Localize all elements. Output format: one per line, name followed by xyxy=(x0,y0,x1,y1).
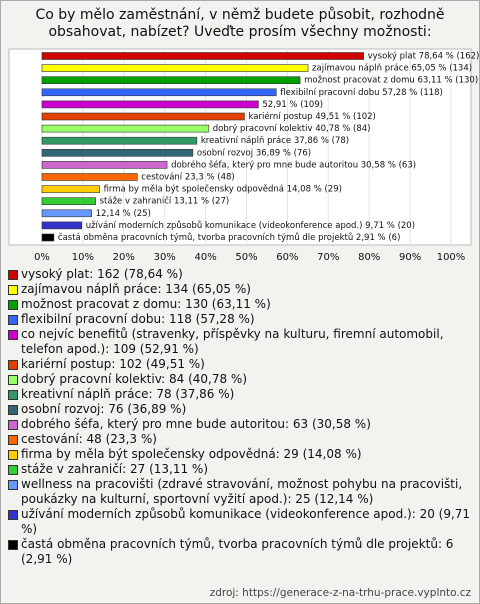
legend-item: zajímavou náplň práce: 134 (65,05 %) xyxy=(7,282,473,297)
legend-label: firma by měla být společensky odpovědná:… xyxy=(21,447,362,461)
bar xyxy=(41,124,210,133)
value-label: dobrého šéfa, který pro mne bude autorit… xyxy=(171,159,416,170)
value-label: flexibilní pracovní dobu 57,28 % (118) xyxy=(280,88,443,98)
x-tick-label: 60% xyxy=(276,252,298,263)
bar xyxy=(41,112,245,121)
legend-swatch xyxy=(8,285,18,295)
value-label: 52,91 % (109) xyxy=(262,100,323,110)
plot: 0% 10% 20% 30% 40% 50% 60% 70% 80% 90% 100% vysoký … xyxy=(8,48,479,263)
value-label: cestování 23,3 % (48) xyxy=(141,173,234,183)
legend-swatch xyxy=(8,465,18,475)
x-tick-label: 50% xyxy=(235,252,257,263)
x-tick-label: 0% xyxy=(34,252,50,263)
legend-item: dobrého šéfa, který pro mne bude autorit… xyxy=(7,417,473,432)
legend-item: flexibilní pracovní dobu: 118 (57,28 %) xyxy=(7,312,473,327)
legend-swatch xyxy=(8,375,18,385)
legend-item: častá obměna pracovních týmů, tvorba pra… xyxy=(7,537,473,567)
legend-swatch xyxy=(8,405,18,415)
bar xyxy=(41,197,96,205)
bar xyxy=(41,149,194,157)
legend-label: co nejvíc benefitů (stravenky, příspěvky… xyxy=(21,327,444,356)
legend-swatch xyxy=(8,480,18,490)
value-label: osobní rozvoj 36,89 % (76) xyxy=(197,148,311,158)
bar xyxy=(41,88,277,97)
legend-label: zajímavou náplň práce: 134 (65,05 %) xyxy=(21,282,251,296)
legend-swatch xyxy=(8,270,18,280)
x-tick-label: 70% xyxy=(317,252,339,263)
legend-label: flexibilní pracovní dobu: 118 (57,28 %) xyxy=(21,312,255,326)
value-label: 12,14 % (25) xyxy=(96,209,151,219)
legend-item: dobrý pracovní kolektiv: 84 (40,78 %) xyxy=(7,372,473,387)
legend-label: kariérní postup: 102 (49,51 %) xyxy=(21,357,205,371)
value-label: kariérní postup 49,51 % (102) xyxy=(248,111,375,122)
value-label: možnost pracovat z domu 63,11 % (130) xyxy=(304,76,478,86)
legend-label: kreativní náplň práce: 78 (37,86 %) xyxy=(21,387,235,401)
legend-label: častá obměna pracovních týmů, tvorba pra… xyxy=(21,537,454,566)
legend-item: cestování: 48 (23,3 %) xyxy=(7,432,473,447)
value-label: firma by měla být společensky odpovědná … xyxy=(104,184,342,195)
legend-label: osobní rozvoj: 76 (36,89 %) xyxy=(21,402,187,416)
bar xyxy=(41,100,259,109)
legend-swatch xyxy=(8,390,18,400)
legend-swatch xyxy=(8,450,18,460)
x-tick-label: 10% xyxy=(72,252,94,263)
bar xyxy=(41,76,301,84)
legend-label: možnost pracovat z domu: 130 (63,11 %) xyxy=(21,297,271,311)
legend-label: dobrého šéfa, který pro mne bude autorit… xyxy=(21,417,371,431)
legend-swatch xyxy=(8,330,18,340)
legend-item: užívání moderních způsobů komunikace (vi… xyxy=(7,507,473,537)
bar xyxy=(41,221,83,230)
legend-item: firma by měla být společensky odpovědná:… xyxy=(7,447,473,462)
legend-label: wellness na pracovišti (zdravé stravován… xyxy=(21,477,463,506)
source: zdroj: https://generace-z-na-trhu-prace.… xyxy=(209,587,471,599)
value-label: dobrý pracovní kolektiv 40,78 % (84) xyxy=(213,124,371,134)
legend-item: wellness na pracovišti (zdravé stravován… xyxy=(7,477,473,507)
x-tick-label: 90% xyxy=(399,252,421,263)
legend-item: možnost pracovat z domu: 130 (63,11 %) xyxy=(7,297,473,312)
bar xyxy=(41,209,92,218)
legend-label: dobrý pracovní kolektiv: 84 (40,78 %) xyxy=(21,372,248,386)
legend-swatch xyxy=(8,300,18,310)
legend-label: vysoký plat: 162 (78,64 %) xyxy=(21,267,183,281)
value-label: zajímavou náplň práce 65,05 % (134) xyxy=(312,63,472,74)
legend-item: kariérní postup: 102 (49,51 %) xyxy=(7,357,473,372)
legend-swatch xyxy=(8,540,18,550)
legend-item: osobní rozvoj: 76 (36,89 %) xyxy=(7,402,473,417)
legend-label: stáže v zahraničí: 27 (13,11 %) xyxy=(21,462,209,476)
x-tick-label: 20% xyxy=(113,252,135,263)
legend-swatch xyxy=(8,315,18,325)
value-label: častá obměna pracovních týmů, tvorba pra… xyxy=(58,232,401,243)
bar xyxy=(41,136,198,145)
value-label: stáže v zahraničí 13,11 % (27) xyxy=(100,196,230,207)
bar xyxy=(41,185,100,193)
value-label: vysoký plat 78,64 % (162) xyxy=(368,52,479,62)
x-tick-label: 30% xyxy=(154,252,176,263)
legend-swatch xyxy=(8,435,18,445)
legend-item: kreativní náplň práce: 78 (37,86 %) xyxy=(7,387,473,402)
legend-item: vysoký plat: 162 (78,64 %) xyxy=(7,267,473,282)
legend-swatch xyxy=(8,360,18,370)
bar xyxy=(41,64,309,72)
x-tick-label: 100% xyxy=(437,252,466,263)
legend-label: cestování: 48 (23,3 %) xyxy=(21,432,157,446)
legend-item: stáže v zahraničí: 27 (13,11 %) xyxy=(7,462,473,477)
bar xyxy=(41,52,364,60)
legend-label: užívání moderních způsobů komunikace (vi… xyxy=(21,507,471,536)
legend-swatch xyxy=(8,510,18,520)
legend-swatch xyxy=(8,420,18,430)
value-label: užívání moderních způsobů komunikace (vi… xyxy=(86,220,415,231)
bar xyxy=(41,161,168,169)
value-label: kreativní náplň práce 37,86 % (78) xyxy=(201,135,349,146)
x-tick-label: 80% xyxy=(358,252,380,263)
bar xyxy=(41,173,138,181)
legend: vysoký plat: 162 (78,64 %) zajímavou nápl… xyxy=(7,267,473,567)
chart-title: Co by mělo zaměstnání, v němž budete půs… xyxy=(35,7,445,40)
bar xyxy=(41,233,55,242)
x-tick-label: 40% xyxy=(194,252,216,263)
legend-item: co nejvíc benefitů (stravenky, příspěvky… xyxy=(7,327,473,357)
